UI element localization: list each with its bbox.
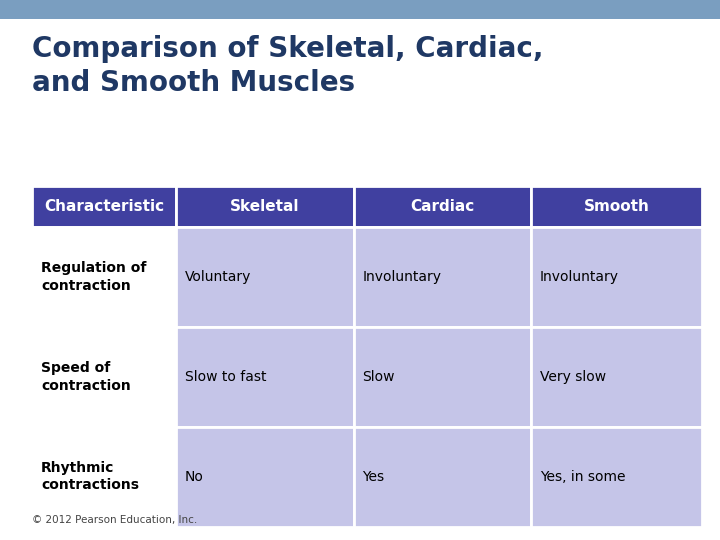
FancyBboxPatch shape (0, 0, 720, 19)
Text: Cardiac: Cardiac (410, 199, 474, 214)
Text: Involuntary: Involuntary (362, 270, 441, 284)
Text: Slow: Slow (362, 370, 395, 383)
FancyBboxPatch shape (354, 327, 531, 427)
FancyBboxPatch shape (531, 327, 702, 427)
Text: Slow to fast: Slow to fast (185, 370, 266, 383)
Text: Yes: Yes (362, 470, 384, 483)
Text: Voluntary: Voluntary (185, 270, 251, 284)
Text: Yes, in some: Yes, in some (540, 470, 626, 483)
Text: Characteristic: Characteristic (45, 199, 164, 214)
FancyBboxPatch shape (176, 427, 354, 526)
FancyBboxPatch shape (531, 186, 702, 227)
FancyBboxPatch shape (32, 227, 176, 327)
FancyBboxPatch shape (354, 227, 531, 327)
FancyBboxPatch shape (531, 227, 702, 327)
FancyBboxPatch shape (32, 186, 176, 227)
Text: Regulation of
contraction: Regulation of contraction (41, 261, 146, 293)
FancyBboxPatch shape (354, 186, 531, 227)
Text: Smooth: Smooth (584, 199, 649, 214)
Text: Rhythmic
contractions: Rhythmic contractions (41, 461, 139, 492)
FancyBboxPatch shape (32, 327, 176, 427)
Text: Very slow: Very slow (540, 370, 606, 383)
FancyBboxPatch shape (354, 427, 531, 526)
FancyBboxPatch shape (32, 427, 176, 526)
FancyBboxPatch shape (176, 227, 354, 327)
FancyBboxPatch shape (531, 427, 702, 526)
Text: Comparison of Skeletal, Cardiac,
and Smooth Muscles: Comparison of Skeletal, Cardiac, and Smo… (32, 35, 544, 97)
Text: Skeletal: Skeletal (230, 199, 300, 214)
Text: No: No (185, 470, 204, 483)
Text: Involuntary: Involuntary (540, 270, 619, 284)
FancyBboxPatch shape (176, 186, 354, 227)
Text: © 2012 Pearson Education, Inc.: © 2012 Pearson Education, Inc. (32, 515, 198, 525)
FancyBboxPatch shape (176, 327, 354, 427)
Text: Speed of
contraction: Speed of contraction (41, 361, 131, 393)
